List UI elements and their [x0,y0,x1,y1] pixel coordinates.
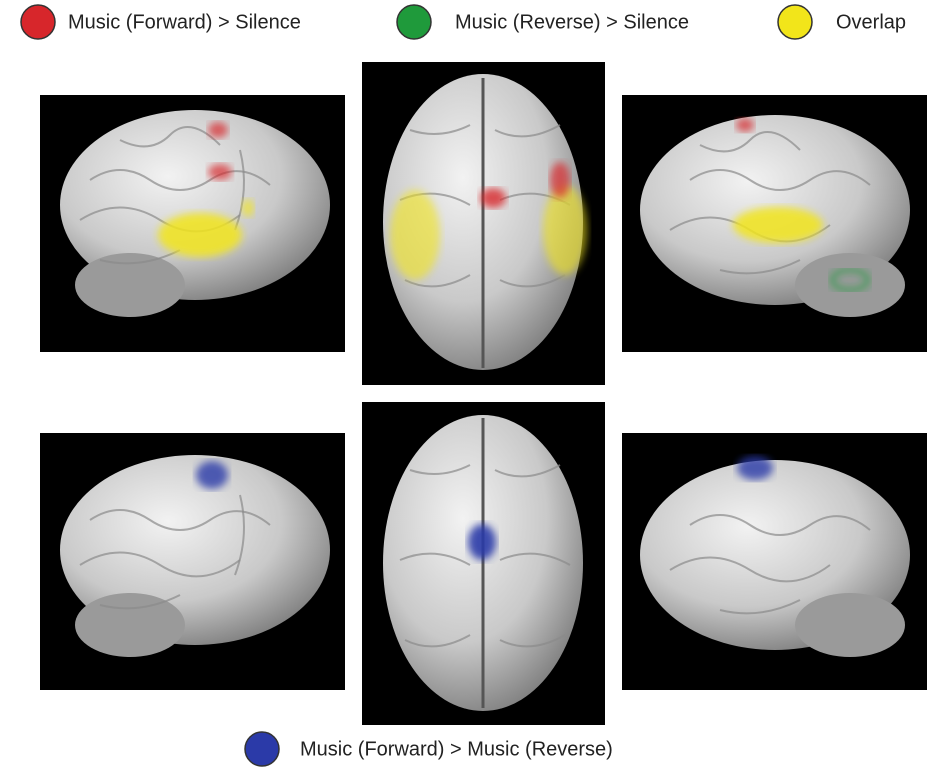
legend-swatch [778,5,812,39]
legend-label: Music (Forward) > Silence [68,11,301,33]
legend-label: Music (Forward) > Music (Reverse) [300,738,613,760]
panel-bottom-middle [362,402,605,725]
legend: Music (Forward) > Silence Music (Reverse… [21,5,906,39]
panel-bottom-left [40,433,345,690]
figure: Music (Forward) > Silence Music (Reverse… [0,0,940,772]
legend-swatch [245,732,279,766]
bottom-legend: Music (Forward) > Music (Reverse) [245,732,613,766]
panel-top-left [40,95,345,352]
legend-label: Overlap [836,11,906,33]
panel-top-right [622,95,927,352]
panel-bottom-right [622,433,927,690]
panel-top-middle [362,62,605,385]
page: Music (Forward) > Silence Music (Reverse… [0,0,940,772]
legend-swatch [21,5,55,39]
legend-swatch [397,5,431,39]
legend-label: Music (Reverse) > Silence [455,11,689,33]
